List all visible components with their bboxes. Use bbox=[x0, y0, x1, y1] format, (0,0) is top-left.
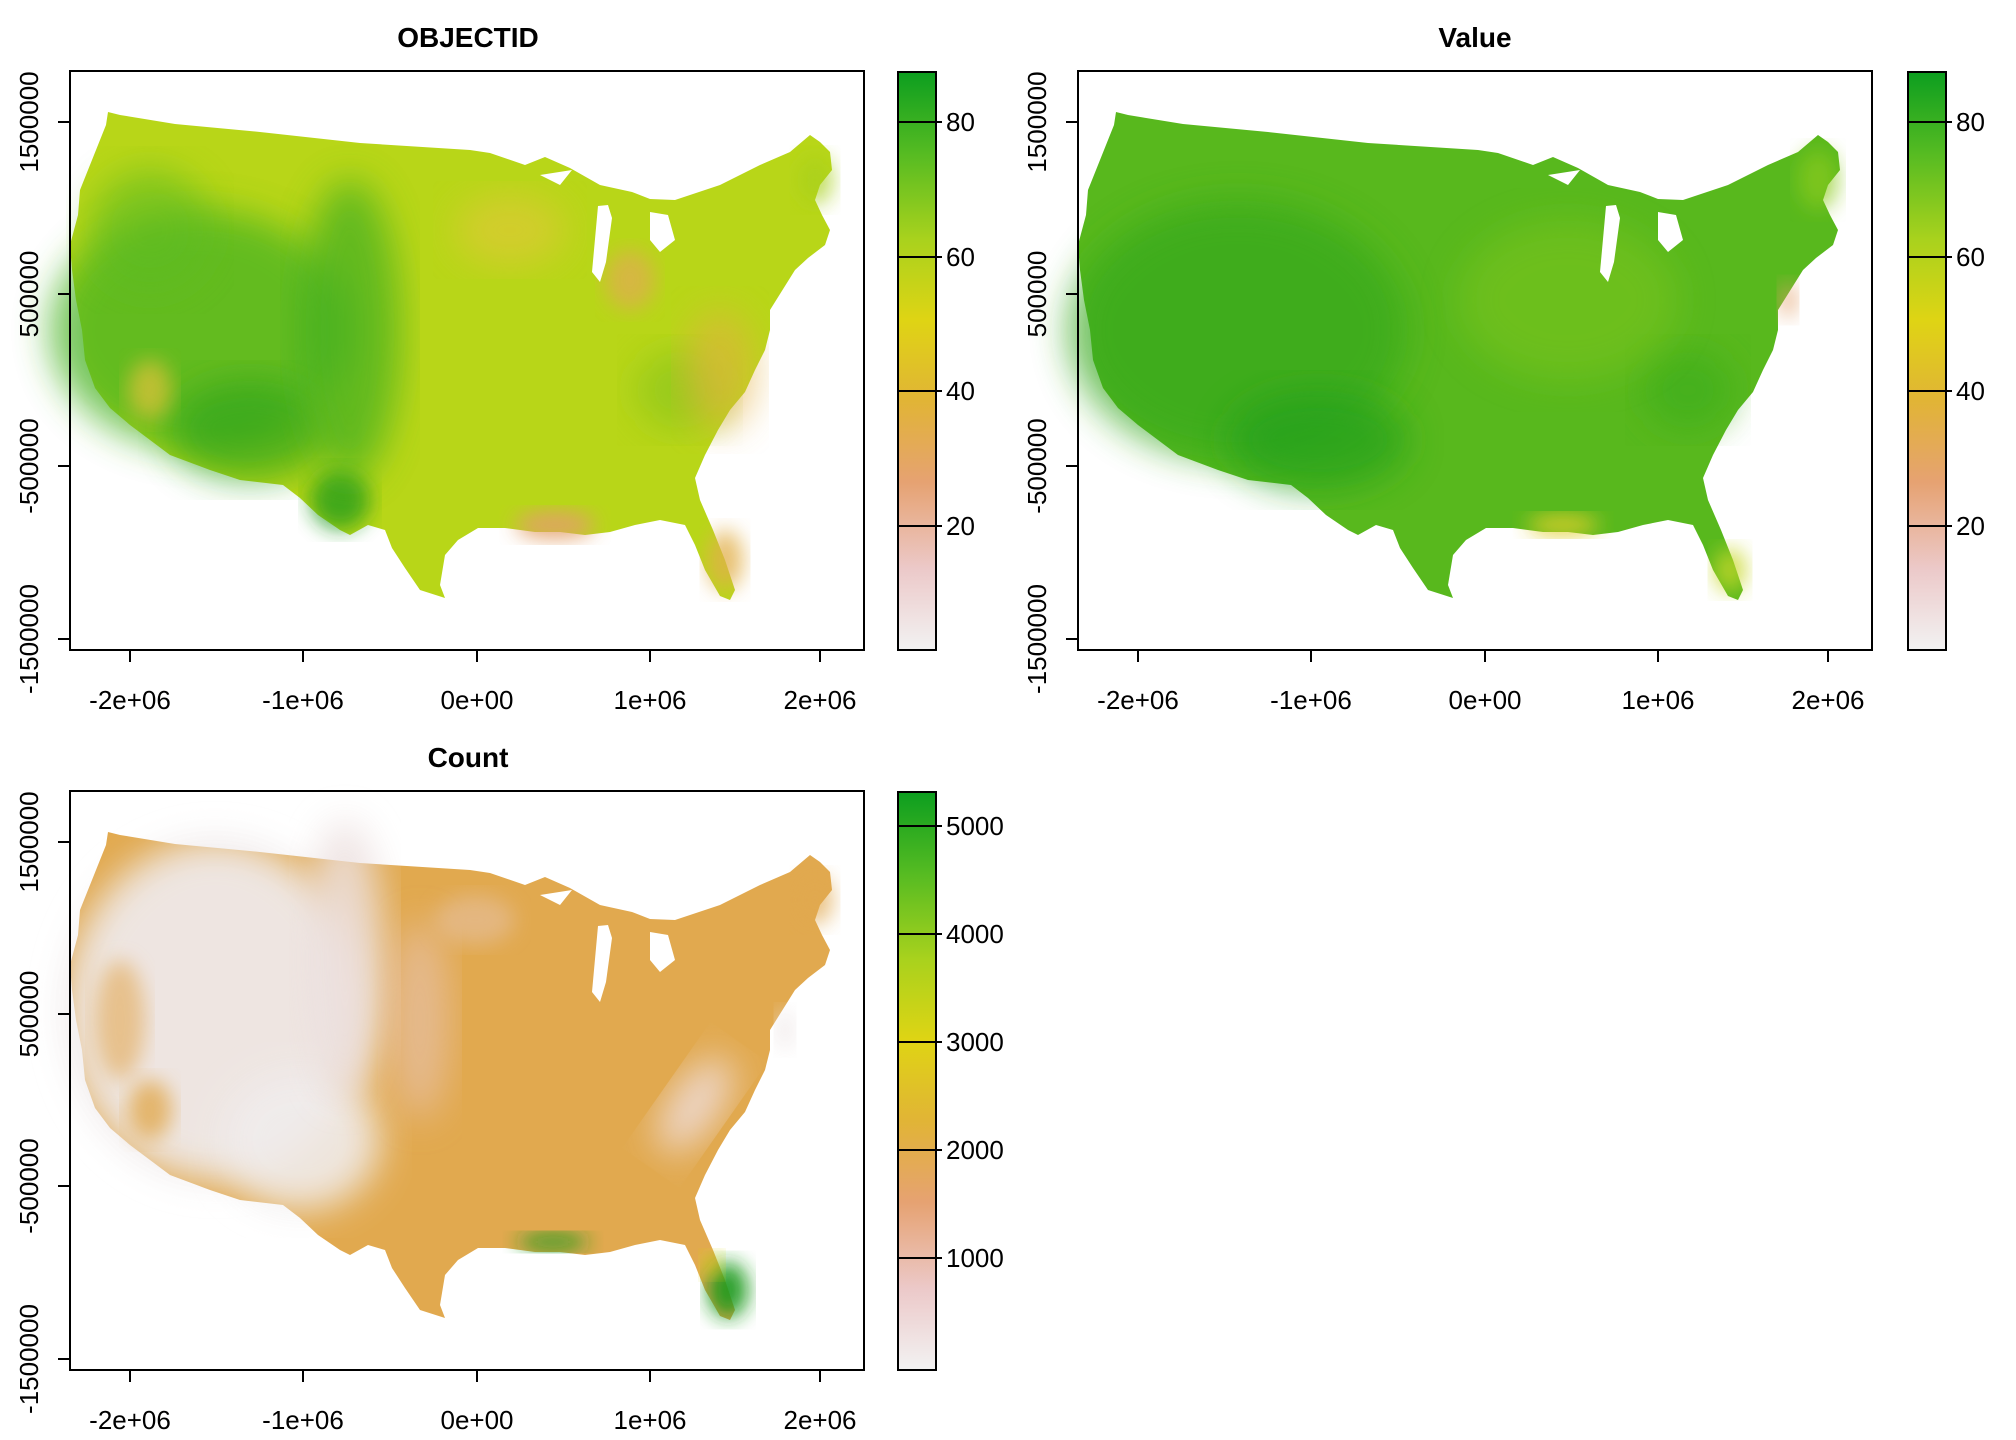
legend-tick-label: 20 bbox=[946, 511, 975, 541]
great-lakes bbox=[1548, 170, 1683, 282]
legend-tick-label: 60 bbox=[946, 242, 975, 272]
x-tick-label: 2e+06 bbox=[783, 685, 856, 715]
legend-objectid: 20 40 60 80 bbox=[897, 71, 975, 651]
axis-tick-marks bbox=[58, 121, 1829, 1382]
y-tick-label: 1500000 bbox=[14, 791, 44, 892]
y-tick-label: 500000 bbox=[14, 251, 44, 338]
legend-tick-label: 20 bbox=[1956, 511, 1985, 541]
legend-value: 20 40 60 80 bbox=[1907, 71, 1985, 651]
y-tick-label: 500000 bbox=[14, 971, 44, 1058]
x-tick-label: -1e+06 bbox=[262, 685, 344, 715]
x-tick-label: 0e+00 bbox=[1448, 685, 1521, 715]
x-tick-label: -2e+06 bbox=[1097, 685, 1179, 715]
map-count bbox=[65, 820, 833, 1320]
map-texture-value bbox=[1068, 150, 1838, 592]
x-tick-label: 0e+00 bbox=[440, 685, 513, 715]
y-tick-label: -1500000 bbox=[14, 584, 44, 694]
x-axis: -2e+06 -1e+06 0e+00 1e+06 2e+06 bbox=[89, 1369, 857, 1435]
panel-objectid: OBJECTID bbox=[14, 22, 975, 715]
legend-tick-label: 2000 bbox=[946, 1135, 1004, 1165]
y-tick-label: -1500000 bbox=[1022, 584, 1052, 694]
y-tick-label: 500000 bbox=[1022, 251, 1052, 338]
x-tick-label: -2e+06 bbox=[89, 685, 171, 715]
y-axis: -1500000 -500000 500000 1500000 bbox=[1022, 71, 1079, 694]
y-tick-label: -500000 bbox=[14, 1138, 44, 1233]
y-axis: -1500000 -500000 500000 1500000 bbox=[14, 71, 71, 694]
great-lakes bbox=[540, 890, 675, 1002]
legend-tick-label: 80 bbox=[1956, 107, 1985, 137]
x-tick-label: 2e+06 bbox=[1791, 685, 1864, 715]
colorbar bbox=[897, 791, 937, 1371]
x-tick-label: -1e+06 bbox=[262, 1405, 344, 1435]
legend-count: 1000 2000 3000 4000 5000 bbox=[897, 791, 1004, 1371]
x-tick-label: 1e+06 bbox=[613, 685, 686, 715]
x-tick-label: 1e+06 bbox=[1621, 685, 1694, 715]
y-tick-label: -1500000 bbox=[14, 1304, 44, 1414]
x-tick-label: 2e+06 bbox=[783, 1405, 856, 1435]
y-tick-label: -500000 bbox=[1022, 418, 1052, 513]
colorbar bbox=[897, 71, 937, 651]
panel-value: Value -2e+06 -1e+06 bbox=[1022, 22, 1985, 715]
legend-tick-label: 80 bbox=[946, 107, 975, 137]
map-texture-count bbox=[65, 820, 833, 1318]
x-axis: -2e+06 -1e+06 0e+00 1e+06 2e+06 bbox=[89, 649, 857, 715]
panel-title: Value bbox=[1438, 22, 1511, 53]
x-tick-label: -1e+06 bbox=[1270, 685, 1352, 715]
legend-tick-label: 4000 bbox=[946, 919, 1004, 949]
y-tick-label: 1500000 bbox=[14, 71, 44, 172]
legend-tick-label: 3000 bbox=[946, 1027, 1004, 1057]
y-tick-label: -500000 bbox=[14, 418, 44, 513]
y-axis: -1500000 -500000 500000 1500000 bbox=[14, 791, 71, 1414]
legend-tick-label: 40 bbox=[1956, 376, 1985, 406]
map-value bbox=[1068, 112, 1840, 600]
legend-tick-label: 1000 bbox=[946, 1243, 1004, 1273]
legend-tick-label: 5000 bbox=[946, 811, 1004, 841]
panel-title: Count bbox=[428, 742, 509, 773]
legend-tick-label: 40 bbox=[946, 376, 975, 406]
map-texture-objectid bbox=[50, 155, 833, 590]
panel-count: Count bbox=[14, 742, 1004, 1435]
x-axis: -2e+06 -1e+06 0e+00 1e+06 2e+06 bbox=[1097, 649, 1865, 715]
legend-tick-label: 60 bbox=[1956, 242, 1985, 272]
colorbar bbox=[1907, 71, 1947, 651]
panel-title: OBJECTID bbox=[397, 22, 539, 53]
x-tick-label: -2e+06 bbox=[89, 1405, 171, 1435]
x-tick-label: 0e+00 bbox=[440, 1405, 513, 1435]
x-tick-label: 1e+06 bbox=[613, 1405, 686, 1435]
map-objectid bbox=[50, 112, 833, 600]
y-tick-label: 1500000 bbox=[1022, 71, 1052, 172]
great-lakes bbox=[540, 170, 675, 282]
